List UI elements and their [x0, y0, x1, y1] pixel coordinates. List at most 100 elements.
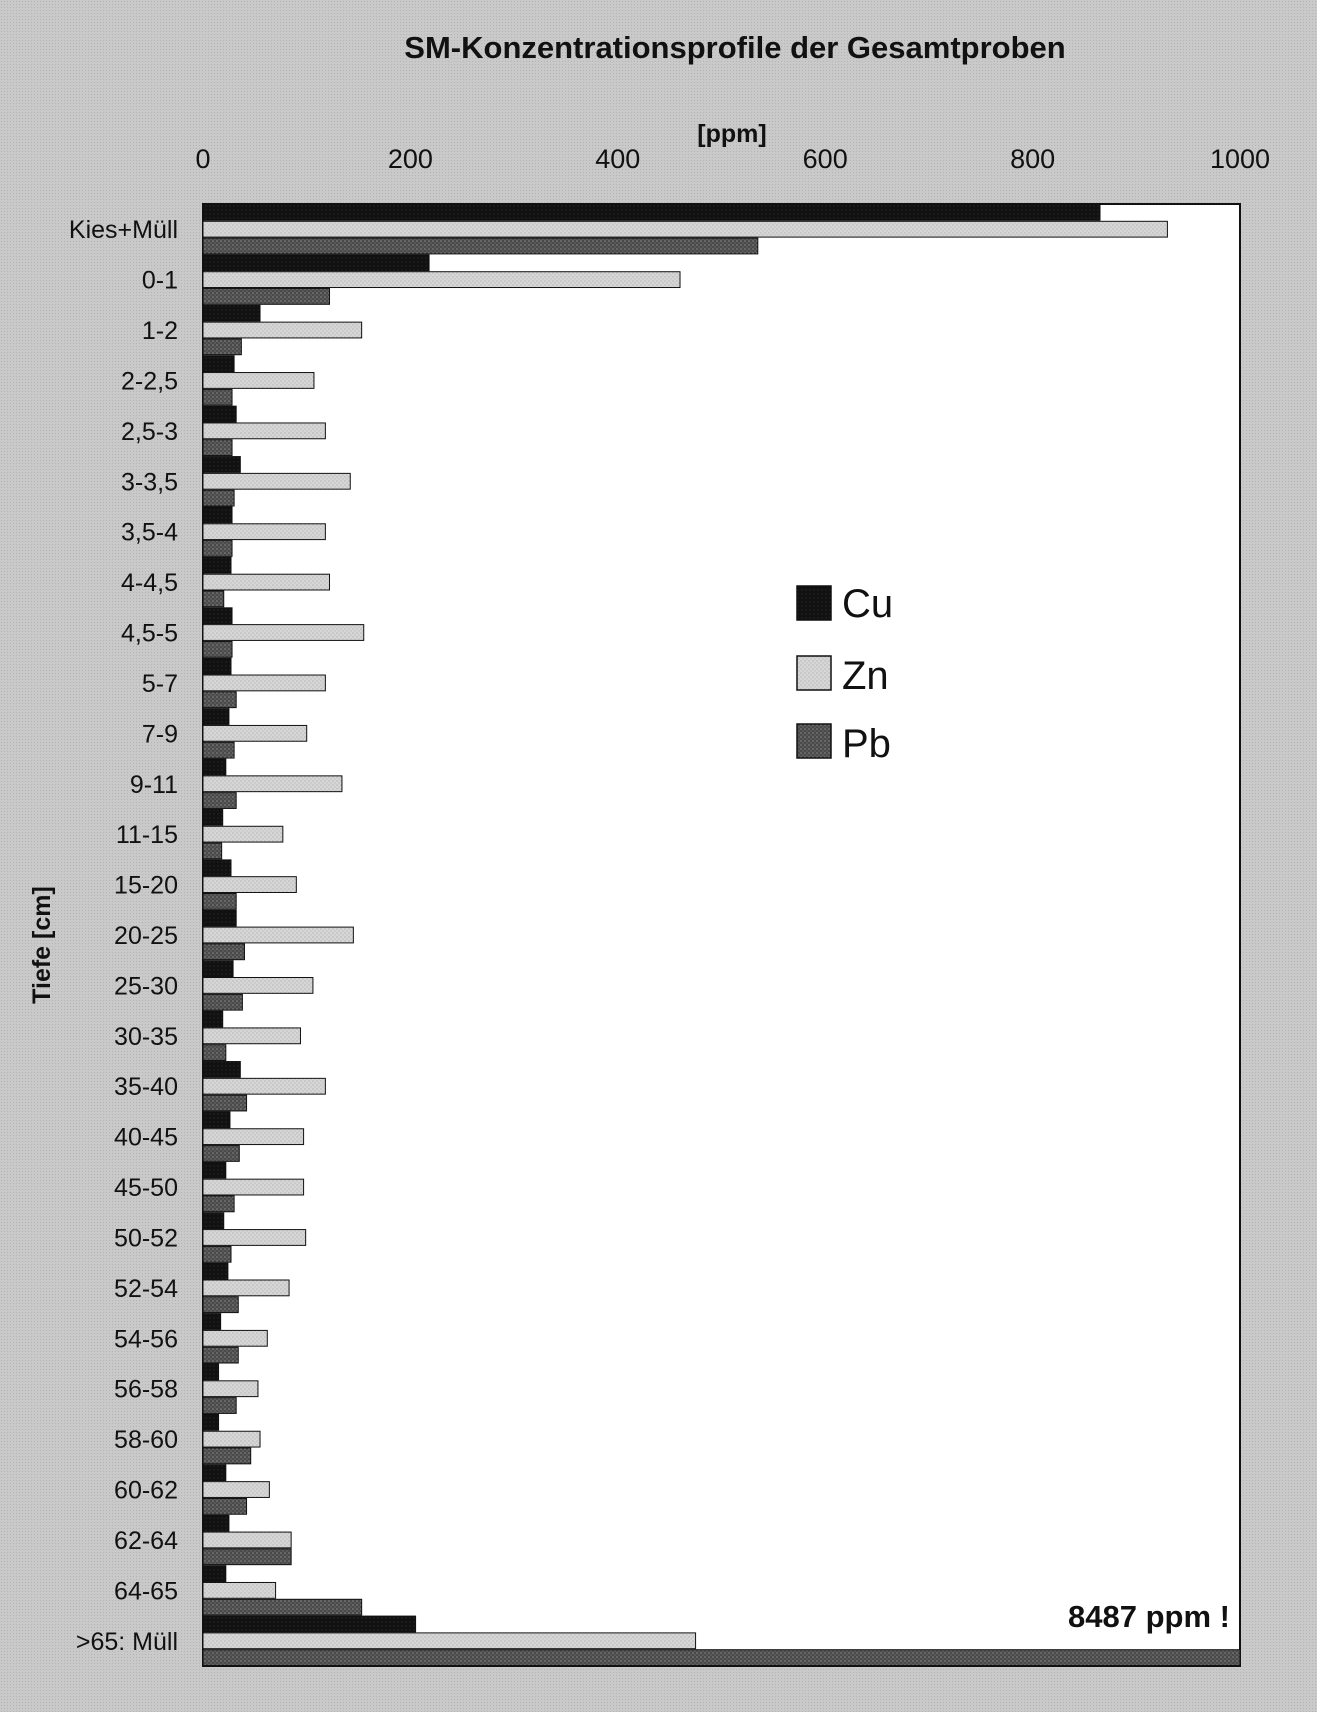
- y-tick-label: 40-45: [114, 1124, 178, 1152]
- bar-pb: [202, 590, 225, 608]
- x-tick-labels: 0 200 400 600 800 1000: [195, 144, 1270, 174]
- bar-cu: [202, 1313, 222, 1330]
- bar-pb: [202, 1397, 237, 1414]
- bar-zn: [202, 1027, 301, 1045]
- bar-cu: [202, 909, 237, 927]
- bar-cu: [202, 859, 232, 877]
- bar-zn: [202, 624, 365, 641]
- overflow-annotation: 8487 ppm !: [1068, 1599, 1230, 1634]
- bar-pb: [202, 1548, 292, 1566]
- bar-zn: [202, 271, 681, 289]
- bar-cu: [202, 808, 224, 826]
- bar-cu: [202, 1161, 227, 1179]
- bar-cu: [202, 304, 261, 322]
- bar-zn: [202, 1632, 697, 1650]
- y-tick-label: >65: Müll: [76, 1628, 178, 1656]
- bar-zn: [202, 1229, 307, 1246]
- bar-zn: [202, 1178, 305, 1196]
- bar-zn: [202, 1531, 292, 1549]
- bar-cu: [202, 1111, 231, 1129]
- y-tick-label: 64-65: [114, 1577, 178, 1605]
- bars: [202, 204, 1241, 1667]
- bar-cu: [202, 556, 232, 574]
- bar-cu: [202, 1363, 220, 1381]
- bar-zn: [202, 1430, 261, 1448]
- bar-cu: [202, 1413, 220, 1431]
- y-tick-label: 60-62: [114, 1477, 178, 1505]
- bar-zn: [202, 1380, 259, 1398]
- x-tick-label: 0: [195, 144, 210, 174]
- bar-zn: [202, 926, 354, 944]
- bar-zn: [202, 977, 314, 994]
- y-tick-label: 9-11: [130, 771, 178, 799]
- bar-pb: [202, 1195, 235, 1213]
- bar-cu: [202, 1615, 417, 1633]
- bar-pb: [202, 741, 235, 759]
- y-tick-label: 52-54: [114, 1275, 178, 1303]
- bar-zn: [202, 523, 326, 541]
- bar-pb: [202, 1245, 232, 1263]
- bar-pb: [202, 892, 237, 910]
- bar-cu: [202, 1212, 225, 1230]
- y-tick-labels: Kies+Müll 0-1 1-2 2-2,5 2,5-3 3-3,5 3,5-4 4-4,5…: [69, 216, 178, 1656]
- y-tick-label: 56-58: [114, 1376, 178, 1404]
- bar-cu: [202, 204, 1101, 221]
- y-tick-label: 20-25: [114, 922, 178, 950]
- x-tick-label: 800: [1010, 144, 1055, 174]
- bar-zn: [202, 1581, 277, 1599]
- plot-area: [202, 203, 1241, 1667]
- bar-zn: [202, 724, 308, 742]
- bar-zn: [202, 674, 326, 692]
- bar-cu: [202, 708, 230, 725]
- y-tick-label: 30-35: [114, 1023, 178, 1051]
- bar-zn: [202, 321, 363, 339]
- y-tick-label: 2,5-3: [121, 418, 178, 446]
- bar-zn: [202, 876, 297, 893]
- y-tick-label: 2-2,5: [121, 367, 178, 395]
- bar-pb: [202, 842, 223, 860]
- y-tick-label: 54-56: [114, 1325, 178, 1353]
- bar-zn: [202, 422, 326, 440]
- bar-zn: [202, 372, 315, 389]
- y-tick-label: 25-30: [114, 972, 178, 1000]
- bar-cu: [202, 960, 234, 978]
- y-tick-label: 1-2: [142, 317, 178, 345]
- bar-zn: [202, 1329, 268, 1347]
- bar-zn: [202, 220, 1168, 238]
- bar-pb: [202, 1497, 248, 1515]
- bar-pb: [202, 338, 242, 356]
- y-tick-label: 35-40: [114, 1073, 178, 1101]
- bar-pb: [202, 640, 233, 658]
- bar-pb: [202, 1346, 239, 1364]
- bar-cu: [202, 355, 235, 373]
- y-tick-label: 11-15: [116, 821, 178, 849]
- bar-pb: [202, 1447, 252, 1465]
- y-tick-label: 62-64: [114, 1527, 178, 1555]
- bar-zn: [202, 1481, 270, 1498]
- x-tick-label: 200: [388, 144, 433, 174]
- bar-zn: [202, 1077, 326, 1095]
- bar-pb: [202, 288, 331, 305]
- bar-cu: [202, 506, 233, 524]
- bar-pb: [202, 943, 245, 961]
- y-tick-label: 15-20: [114, 872, 178, 900]
- bar-pb: [202, 993, 243, 1011]
- bar-zn: [202, 1279, 290, 1297]
- bar-pb: [202, 1598, 363, 1616]
- bar-zn: [202, 573, 331, 591]
- bar-pb: [202, 540, 233, 557]
- y-tick-label: 5-7: [142, 670, 178, 698]
- x-axis-label: [ppm]: [697, 120, 766, 148]
- y-tick-label: 45-50: [114, 1174, 178, 1202]
- bar-cu: [202, 1464, 227, 1482]
- x-tick-label: 600: [803, 144, 848, 174]
- bar-zn: [202, 1128, 305, 1146]
- y-tick-label: 4,5-5: [121, 620, 178, 648]
- y-tick-label: 3,5-4: [121, 519, 178, 547]
- legend-swatch-cu: [796, 585, 832, 621]
- bar-pb: [202, 237, 759, 255]
- bar-zn: [202, 825, 284, 843]
- bar-pb: [202, 792, 237, 809]
- bar-cu: [202, 607, 233, 625]
- x-tick-label: 400: [595, 144, 640, 174]
